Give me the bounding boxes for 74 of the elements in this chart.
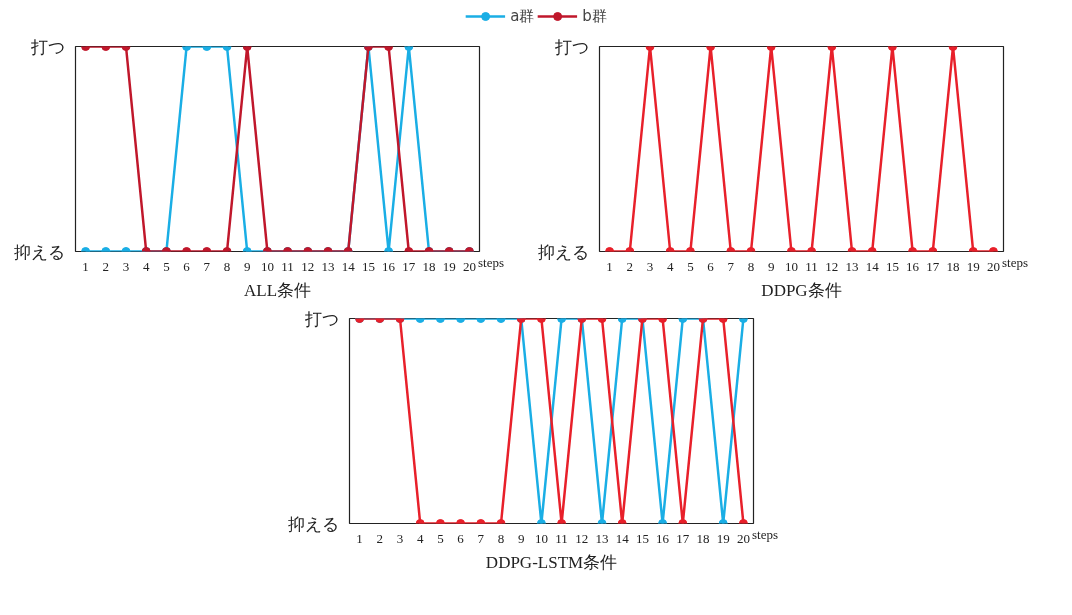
- x-tick-label: 9: [517, 530, 525, 546]
- x-tick-label: 11: [555, 530, 568, 546]
- x-tick-label: 2: [102, 258, 110, 274]
- x-tick-label: 7: [727, 258, 735, 274]
- x-tick-label: 18: [696, 530, 710, 546]
- x-axis-title: steps: [752, 526, 778, 544]
- x-axis-title: steps: [478, 254, 504, 272]
- x-tick-label: 19: [716, 530, 730, 546]
- x-tick-label: 12: [575, 530, 589, 546]
- text: 打つ: [553, 36, 589, 57]
- x-tick-label: 12: [301, 258, 315, 274]
- x-tick-label: 17: [926, 258, 940, 274]
- x-tick-label: 1: [606, 258, 613, 274]
- text: 打つ: [303, 308, 339, 329]
- x-tick-label: 3: [646, 258, 654, 274]
- legend-label: b群: [582, 6, 607, 26]
- x-tick-label: 14: [341, 258, 356, 274]
- x-tick-label: 8: [747, 258, 755, 274]
- x-tick-label: 7: [203, 258, 211, 274]
- text: DDPG-LSTM条件: [485, 552, 618, 572]
- x-tick-label: 16: [382, 258, 396, 274]
- x-tick-label: 8: [223, 258, 231, 274]
- x-tick-label: 17: [676, 530, 690, 546]
- x-tick-label: 5: [163, 258, 170, 274]
- x-tick-label: 10: [260, 258, 274, 274]
- x-tick-label: 6: [183, 258, 191, 274]
- x-tick-label: 13: [595, 530, 609, 546]
- x-tick-label: 11: [281, 258, 294, 274]
- x-tick-label: 4: [142, 258, 150, 274]
- x-tick-label: 20: [462, 258, 476, 274]
- text: 抑える: [13, 241, 65, 262]
- x-tick-label: 9: [767, 258, 775, 274]
- x-tick-label: 19: [442, 258, 456, 274]
- x-axis-title: steps: [1002, 254, 1028, 272]
- x-tick-label: 3: [122, 258, 130, 274]
- x-tick-label: 8: [497, 530, 505, 546]
- x-tick-label: 19: [966, 258, 980, 274]
- x-tick-label: 6: [457, 530, 465, 546]
- x-tick-label: 13: [321, 258, 335, 274]
- x-tick-label: 6: [707, 258, 715, 274]
- x-tick-label: 18: [946, 258, 960, 274]
- x-tick-label: 20: [736, 530, 750, 546]
- x-tick-label: 15: [635, 530, 649, 546]
- x-tick-label: 7: [477, 530, 485, 546]
- x-tick-label: 4: [666, 258, 674, 274]
- x-tick-label: 14: [615, 530, 630, 546]
- x-tick-label: 17: [402, 258, 416, 274]
- x-tick-label: 14: [865, 258, 880, 274]
- x-tick-label: 16: [656, 530, 670, 546]
- x-tick-label: 15: [361, 258, 375, 274]
- x-tick-label: 3: [396, 530, 404, 546]
- x-tick-label: 1: [82, 258, 89, 274]
- x-tick-label: 20: [986, 258, 1000, 274]
- x-tick-label: 1: [356, 530, 363, 546]
- text: ALL条件: [243, 280, 312, 300]
- x-tick-label: 2: [376, 530, 384, 546]
- x-tick-label: 9: [243, 258, 251, 274]
- x-tick-label: 12: [825, 258, 839, 274]
- legend-label: a群: [510, 6, 535, 26]
- x-tick-label: 10: [534, 530, 548, 546]
- x-tick-label: 5: [437, 530, 444, 546]
- x-tick-label: 18: [422, 258, 436, 274]
- x-tick-label: 4: [416, 530, 424, 546]
- text: 抑える: [287, 513, 339, 534]
- text: 打つ: [29, 36, 65, 57]
- x-tick-label: 11: [805, 258, 818, 274]
- x-tick-label: 13: [845, 258, 859, 274]
- x-tick-label: 10: [784, 258, 798, 274]
- x-tick-label: 15: [885, 258, 899, 274]
- text: DDPG条件: [761, 280, 842, 300]
- x-tick-label: 16: [906, 258, 920, 274]
- text: 抑える: [537, 241, 589, 262]
- x-tick-label: 5: [687, 258, 694, 274]
- x-tick-label: 2: [626, 258, 634, 274]
